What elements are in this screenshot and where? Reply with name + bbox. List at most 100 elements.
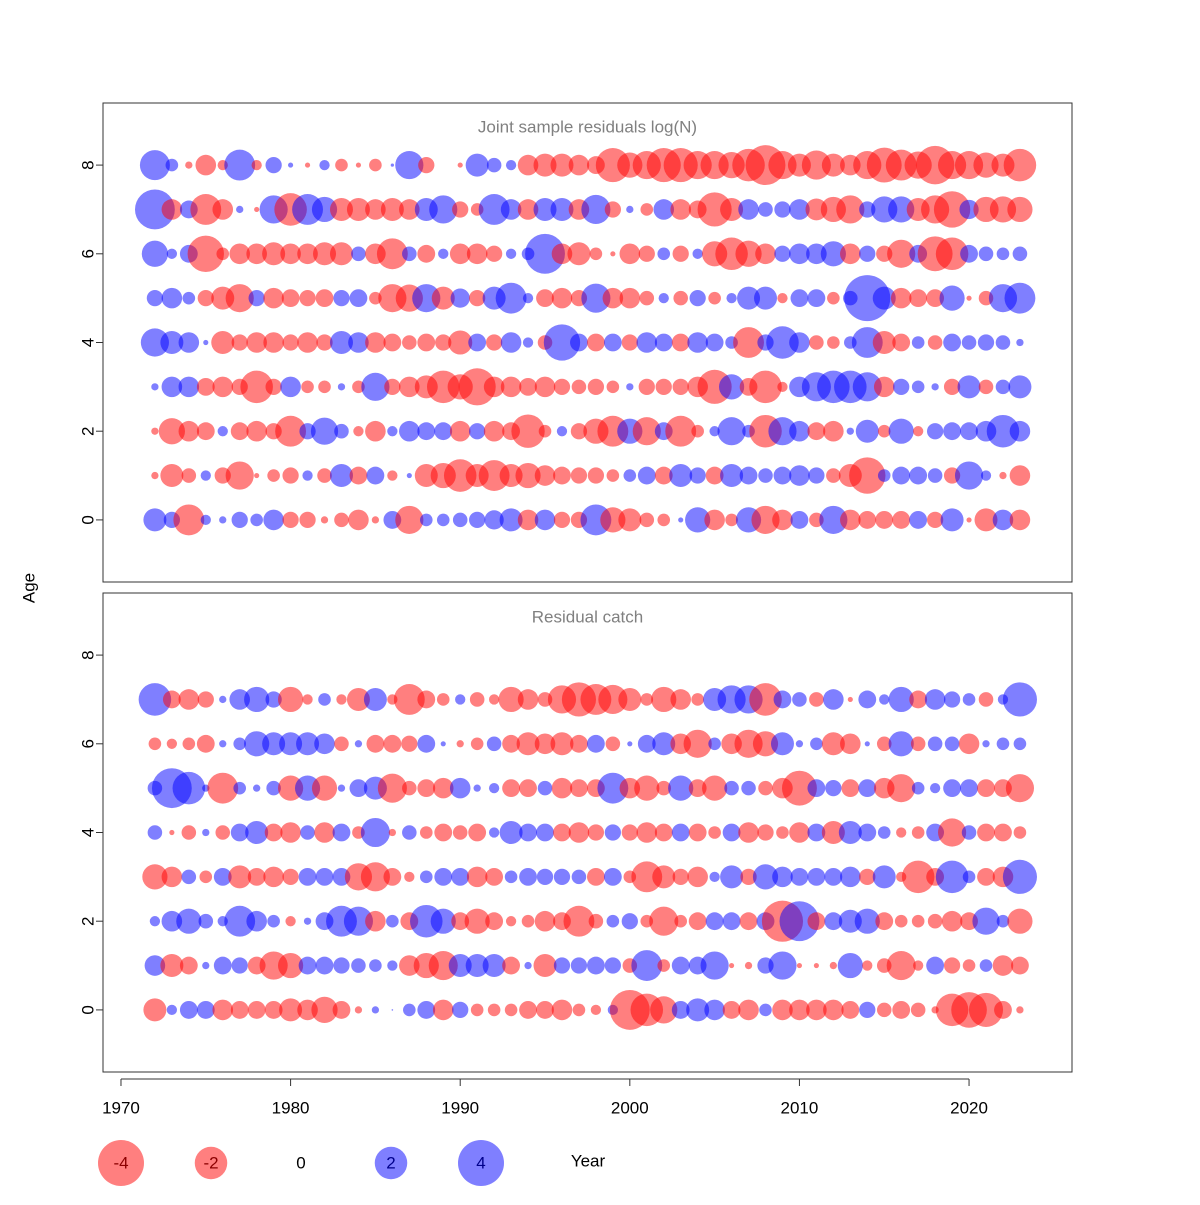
- y-tick-label: 4: [78, 828, 97, 837]
- bubble: [683, 729, 712, 758]
- bubble: [805, 198, 828, 221]
- bubble: [709, 426, 720, 437]
- bubble: [966, 295, 972, 301]
- bubble: [972, 907, 1000, 935]
- bubble: [823, 689, 844, 710]
- bubble: [251, 159, 262, 171]
- bubble: [314, 822, 335, 843]
- bubble: [399, 955, 420, 976]
- bubble: [282, 868, 299, 885]
- bubble: [412, 284, 441, 313]
- bubble: [267, 914, 280, 928]
- bubble: [875, 912, 894, 931]
- bubble: [587, 824, 605, 841]
- bubble: [892, 510, 911, 529]
- bubble: [654, 466, 673, 485]
- bubble: [263, 332, 284, 353]
- bubble: [334, 423, 349, 439]
- bubble: [265, 691, 282, 708]
- bubble: [505, 248, 517, 259]
- bubble: [190, 194, 222, 225]
- bubble: [551, 243, 573, 265]
- bubble: [772, 509, 793, 531]
- bubble: [770, 732, 794, 756]
- bubble: [432, 999, 454, 1021]
- bubble: [961, 825, 977, 840]
- bubble: [216, 247, 230, 261]
- bubble: [927, 335, 943, 350]
- bubble: [847, 696, 853, 703]
- bubble: [768, 417, 797, 446]
- bubble: [827, 291, 840, 305]
- bubble: [369, 959, 382, 972]
- bubble: [877, 826, 891, 839]
- bubble: [533, 153, 557, 177]
- bubble: [759, 1003, 772, 1017]
- bubble: [351, 246, 366, 262]
- bubble: [452, 201, 469, 218]
- bubble: [959, 199, 979, 220]
- bubble: [668, 775, 694, 801]
- bubble: [280, 822, 301, 843]
- bubble: [228, 865, 252, 889]
- bubble: [483, 420, 505, 442]
- bubble: [351, 958, 366, 973]
- bubble: [253, 784, 261, 792]
- bubble: [776, 826, 789, 839]
- bubble: [550, 732, 574, 756]
- bubble: [517, 509, 539, 531]
- bubble: [827, 336, 840, 349]
- bubble: [754, 286, 778, 310]
- bubble: [354, 1006, 363, 1014]
- bubble: [858, 823, 877, 842]
- bubble: [944, 736, 960, 752]
- bubble: [435, 334, 452, 351]
- bubble: [992, 509, 1014, 531]
- bubble: [974, 508, 998, 532]
- bubble: [704, 509, 725, 531]
- bubble: [161, 287, 183, 309]
- bubble: [160, 331, 184, 354]
- bubble: [581, 194, 611, 224]
- bubble: [519, 779, 537, 798]
- bubble: [821, 821, 845, 844]
- bubble: [484, 510, 504, 530]
- bubble: [774, 245, 791, 262]
- bubble: [377, 773, 407, 803]
- bubble: [807, 422, 826, 441]
- bubble: [929, 783, 941, 794]
- bubble: [890, 287, 912, 309]
- bubble: [877, 469, 891, 482]
- x-tick-label: 2010: [781, 1098, 819, 1117]
- bubble: [872, 865, 896, 889]
- bubble: [417, 244, 436, 263]
- bubble: [434, 823, 453, 842]
- bubble: [772, 999, 793, 1021]
- bubble: [692, 248, 703, 259]
- bubble: [399, 376, 420, 398]
- bubble: [927, 468, 943, 483]
- bubble: [500, 332, 522, 353]
- bubble: [402, 246, 417, 262]
- bubble: [758, 202, 773, 217]
- bubble: [181, 468, 197, 483]
- bubble: [448, 330, 473, 355]
- bubble: [244, 731, 270, 757]
- bubble: [720, 197, 744, 221]
- bubble: [637, 734, 656, 753]
- bubble: [219, 740, 227, 748]
- bubble: [417, 1000, 436, 1019]
- bubble: [790, 867, 809, 886]
- bubble: [570, 779, 588, 798]
- bubble: [173, 504, 205, 536]
- bubble: [134, 189, 175, 230]
- bubble: [436, 693, 450, 706]
- bubble: [789, 420, 810, 442]
- bubble: [669, 464, 693, 488]
- bubble: [670, 689, 691, 710]
- x-tick-label: 2000: [611, 1098, 649, 1117]
- bubble: [911, 336, 925, 349]
- bubble: [311, 196, 338, 223]
- bubble: [320, 516, 329, 524]
- bubble: [927, 913, 943, 929]
